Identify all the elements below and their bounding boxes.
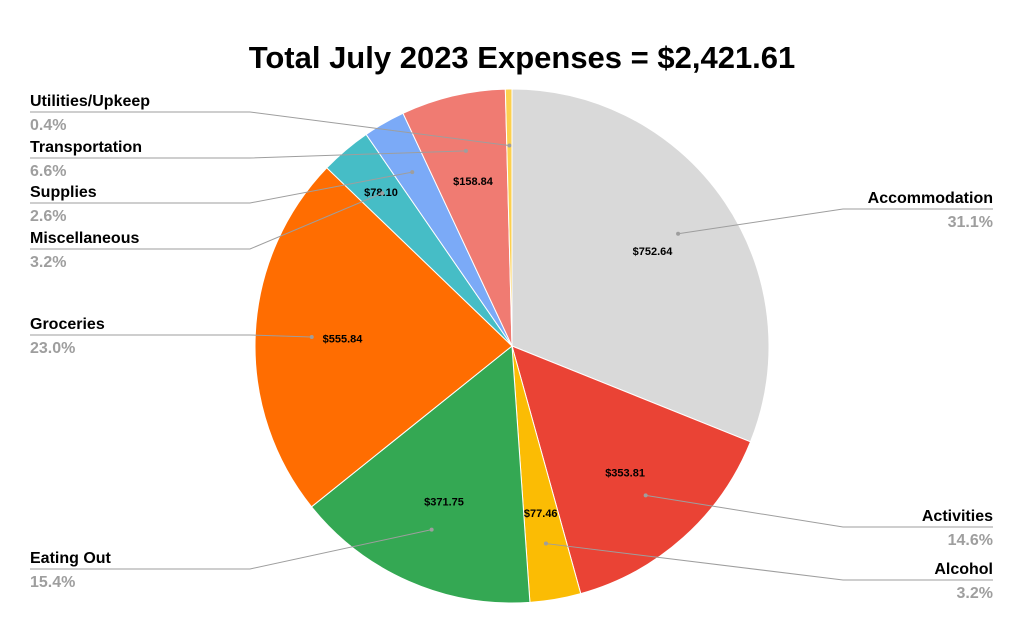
percent-label-groceries: 23.0% — [30, 340, 75, 357]
leader-line-utilities-upkeep — [30, 111, 510, 147]
category-label-eating-out: Eating Out — [30, 550, 112, 567]
category-label-groceries: Groceries — [30, 316, 105, 333]
leader-dot-activities — [643, 493, 648, 498]
percent-label-miscellaneous: 3.2% — [30, 254, 66, 271]
percent-label-transportation: 6.6% — [30, 163, 66, 180]
percent-label-utilities-upkeep: 0.4% — [30, 117, 66, 134]
value-label-transportation: $158.84 — [453, 176, 494, 188]
category-label-accommodation: Accommodation — [868, 190, 993, 207]
leader-line-activities — [645, 494, 993, 528]
leader-dot-alcohol — [543, 541, 548, 546]
leader-dot-transportation — [463, 148, 468, 153]
value-label-alcohol: $77.46 — [524, 508, 558, 520]
value-label-accommodation: $752.64 — [633, 246, 674, 258]
percent-label-accommodation: 31.1% — [948, 214, 993, 231]
leader-line-eating-out — [30, 529, 432, 570]
slice-groceries — [254, 167, 513, 508]
category-label-miscellaneous: Miscellaneous — [30, 230, 139, 247]
category-label-alcohol: Alcohol — [934, 561, 993, 578]
value-label-groceries: $555.84 — [323, 333, 364, 345]
leader-dot-accommodation — [676, 231, 681, 236]
leader-line-supplies — [30, 171, 413, 204]
slice-accommodation — [511, 88, 770, 443]
leader-dot-groceries — [309, 334, 314, 339]
value-label-activities: $353.81 — [605, 467, 645, 479]
leader-dot-eating-out — [429, 527, 434, 532]
slice-utilities-upkeep — [504, 88, 513, 347]
leader-dot-supplies — [410, 170, 415, 175]
leader-line-transportation — [30, 150, 466, 159]
leader-line-groceries — [30, 334, 312, 338]
category-label-utilities-upkeep: Utilities/Upkeep — [30, 93, 150, 110]
chart-title: Total July 2023 Expenses = $2,421.61 — [249, 40, 796, 75]
leader-dot-utilities-upkeep — [507, 143, 512, 148]
slice-eating-out — [310, 345, 531, 604]
leader-line-alcohol — [545, 543, 993, 581]
percent-label-supplies: 2.6% — [30, 208, 66, 225]
value-label-eating-out: $371.75 — [424, 496, 464, 508]
percent-label-alcohol: 3.2% — [957, 585, 993, 602]
slice-activities — [511, 345, 752, 595]
category-label-activities: Activities — [922, 508, 993, 525]
leader-dot-miscellaneous — [380, 191, 385, 196]
category-label-supplies: Supplies — [30, 184, 97, 201]
leader-line-miscellaneous — [30, 192, 383, 250]
percent-label-eating-out: 15.4% — [30, 574, 75, 591]
category-label-transportation: Transportation — [30, 139, 142, 156]
leader-line-accommodation — [678, 208, 993, 235]
percent-label-activities: 14.6% — [948, 532, 993, 549]
